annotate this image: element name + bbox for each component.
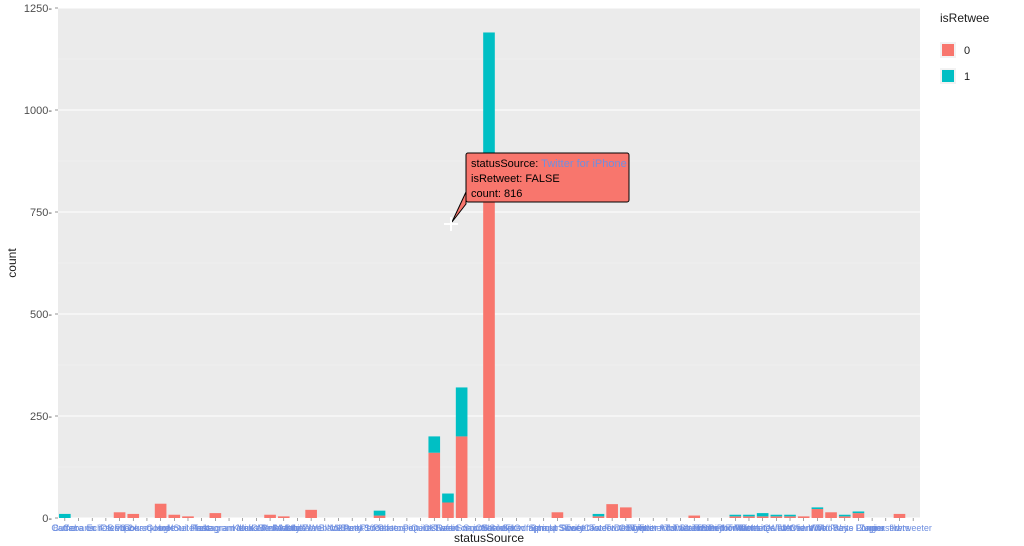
bar-segment[interactable] [825, 512, 837, 518]
bar-segment[interactable] [114, 512, 126, 518]
legend-title: isRetwee [940, 11, 990, 25]
bar-segment[interactable] [483, 185, 495, 518]
bar-segment[interactable] [155, 504, 167, 518]
bar-segment[interactable] [729, 515, 741, 517]
tooltip-line: isRetweet: FALSE [471, 173, 560, 185]
bar-segment[interactable] [278, 516, 290, 518]
bar-segment[interactable] [743, 515, 755, 517]
bar-segment[interactable] [456, 387, 468, 436]
bar-segment[interactable] [784, 515, 796, 517]
x-axis-title: statusSource [454, 531, 524, 545]
legend-label: 0 [964, 45, 970, 57]
bar-segment[interactable] [620, 507, 632, 518]
bar-segment[interactable] [552, 512, 564, 518]
bar-segment[interactable] [264, 515, 276, 518]
bar-segment[interactable] [757, 513, 769, 516]
y-axis-title: count [5, 248, 19, 278]
bar-segment[interactable] [771, 516, 783, 518]
bar-segment[interactable] [182, 516, 194, 518]
legend-swatch[interactable] [942, 44, 954, 56]
bar-segment[interactable] [168, 515, 180, 518]
bar-segment[interactable] [743, 516, 755, 518]
bar-segment[interactable] [127, 514, 139, 518]
bar-segment[interactable] [812, 509, 824, 518]
y-tick-label: 1250- [24, 3, 52, 15]
bar-segment[interactable] [374, 516, 386, 518]
bar-segment[interactable] [839, 515, 851, 517]
bar-segment[interactable] [210, 513, 222, 518]
bar-segment[interactable] [771, 515, 783, 517]
bar-segment[interactable] [894, 514, 906, 518]
bar-segment[interactable] [428, 453, 440, 518]
legend-swatch[interactable] [942, 70, 954, 82]
bar-segment[interactable] [839, 516, 851, 518]
chart-svg: 0-250-500-750-1000-1250-BufferCabanaCame… [0, 0, 1024, 546]
bar-segment[interactable] [606, 504, 618, 518]
tooltip-line: statusSource: Twitter for iPhone [471, 158, 627, 170]
bar-segment[interactable] [784, 516, 796, 518]
bar-segment[interactable] [442, 494, 454, 503]
tooltip-line: count: 816 [471, 188, 522, 200]
bar-segment[interactable] [688, 516, 700, 518]
bar-segment[interactable] [456, 436, 468, 518]
legend-label: 1 [964, 71, 970, 83]
bar-segment[interactable] [442, 502, 454, 518]
x-tick-label: retweeter [894, 523, 932, 533]
bar-segment[interactable] [59, 514, 71, 518]
bar-segment[interactable] [593, 514, 605, 516]
y-tick-label: 500- [30, 309, 52, 321]
bar-segment[interactable] [798, 516, 810, 518]
bar-segment[interactable] [729, 516, 741, 518]
bar-segment[interactable] [853, 513, 865, 518]
bar-segment[interactable] [853, 511, 865, 513]
bar-segment[interactable] [428, 436, 440, 452]
bar-segment[interactable] [374, 511, 386, 516]
y-tick-label: 1000- [24, 105, 52, 117]
chart-container: 0-250-500-750-1000-1250-BufferCabanaCame… [0, 0, 1024, 546]
bar-segment[interactable] [593, 516, 605, 518]
bar-segment[interactable] [812, 507, 824, 509]
bar-segment[interactable] [305, 510, 317, 518]
y-tick-label: 250- [30, 411, 52, 423]
bar-segment[interactable] [757, 516, 769, 518]
y-tick-label: 750- [30, 207, 52, 219]
